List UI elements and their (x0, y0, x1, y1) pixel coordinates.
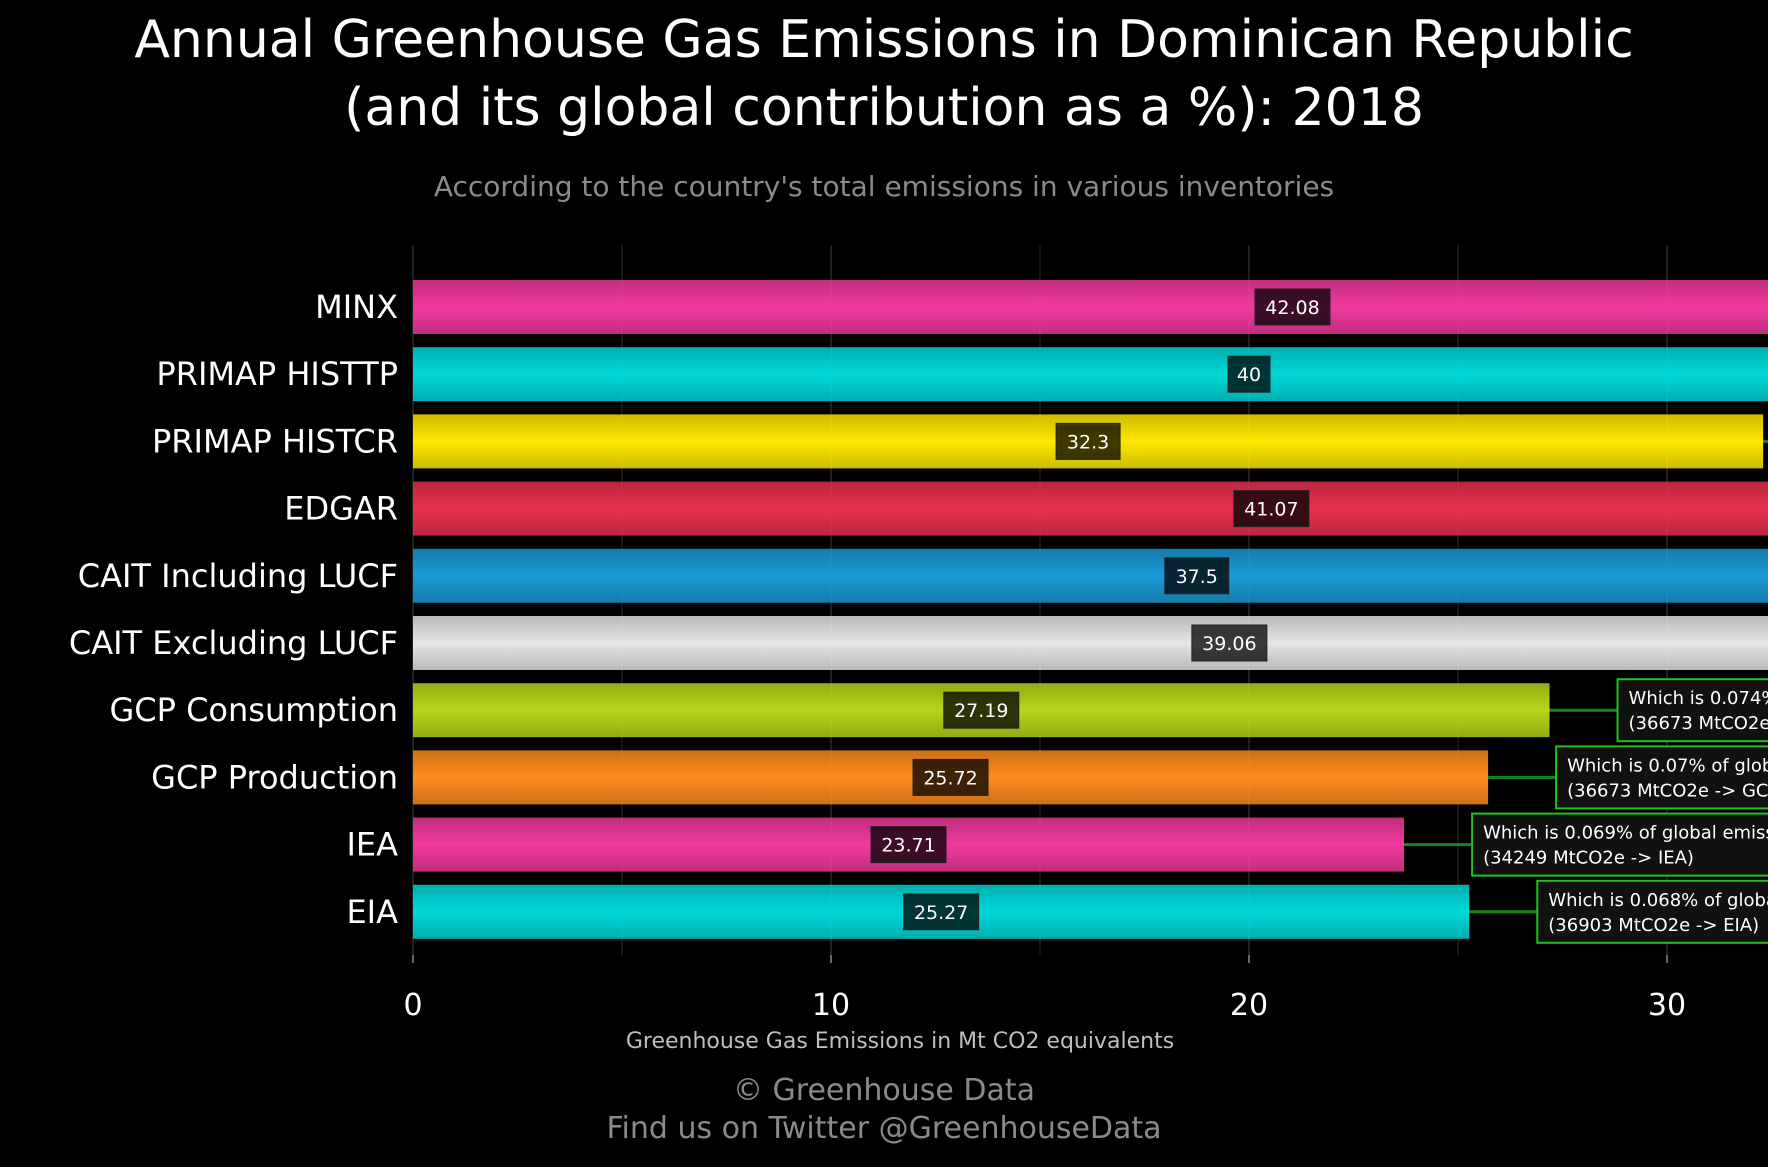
annotation-line2: (36673 MtCO2e -> GCP Production) (1567, 780, 1768, 801)
bar (413, 280, 1768, 334)
chart-title-line2: (and its global contribution as a %): 20… (344, 78, 1424, 138)
value-label: 32.3 (1067, 431, 1109, 453)
x-axis-label: Greenhouse Gas Emissions in Mt CO2 equiv… (626, 1029, 1174, 1054)
bar (413, 481, 1768, 536)
annotation-line2: (36903 MtCO2e -> EIA) (1548, 915, 1759, 936)
value-label-box (1055, 422, 1121, 460)
x-tick-label: 0 (403, 988, 422, 1023)
annotation-line1: Which is 0.069% of global emissions (1483, 823, 1768, 844)
category-label: GCP Consumption (109, 691, 398, 729)
value-label: 37.5 (1176, 566, 1218, 588)
footer-copyright: © Greenhouse Data (732, 1073, 1036, 1108)
value-label: 40 (1237, 364, 1261, 386)
footer-twitter: Find us on Twitter @GreenhouseData (606, 1111, 1162, 1146)
value-label-box (1233, 490, 1310, 528)
value-label: 25.72 (923, 767, 977, 789)
value-label: 39.06 (1202, 633, 1256, 655)
category-label: IEA (346, 826, 398, 864)
category-label: CAIT Excluding LUCF (69, 624, 398, 662)
category-label: PRIMAP HISTTP (156, 355, 398, 393)
chart-subtitle: According to the country's total emissio… (433, 170, 1335, 203)
annotation-line1: Which is 0.07% of global emissions (1567, 755, 1768, 776)
footer: © Greenhouse Data Find us on Twitter @Gr… (0, 1072, 1768, 1148)
annotation-line1: Which is 0.068% of global emissions (1548, 890, 1768, 911)
bar (413, 548, 1768, 603)
chart-title-line1: Annual Greenhouse Gas Emissions in Domin… (134, 10, 1634, 70)
value-label: 25.27 (914, 902, 968, 924)
category-label: GCP Production (151, 758, 398, 796)
value-label-box (912, 758, 989, 796)
annotation-line2: (36673 MtCO2e -> GCP Consumption) (1629, 713, 1768, 734)
value-label-box (1164, 557, 1230, 595)
annotation-box (1471, 812, 1768, 877)
annotation-line2: (34249 MtCO2e -> IEA) (1483, 848, 1694, 869)
value-label: 23.71 (881, 835, 935, 857)
value-label-box (1191, 624, 1268, 662)
x-tick-label: 30 (1648, 988, 1686, 1023)
annotation-box (1555, 745, 1768, 810)
annotation-box (1536, 879, 1768, 944)
value-label-box (1254, 288, 1331, 326)
value-label: 41.07 (1244, 499, 1298, 521)
annotation-box (1616, 678, 1768, 743)
value-label-box (1227, 355, 1271, 393)
category-label: EIA (346, 893, 398, 931)
x-tick-label: 10 (812, 988, 850, 1023)
annotation-line1: Which is 0.074% of global emissions (1629, 688, 1768, 709)
category-label: MINX (315, 288, 398, 326)
value-label-box (870, 826, 947, 864)
category-label: CAIT Including LUCF (78, 557, 398, 595)
category-label: EDGAR (284, 490, 398, 528)
category-label: PRIMAP HISTCR (152, 422, 398, 460)
value-label: 42.08 (1265, 297, 1319, 319)
bar-chart: 0 10 20 30 40 Greenhouse Gas Emissions in Mt … (69, 245, 1768, 1054)
value-label-box (903, 893, 980, 931)
x-tick-label: 20 (1230, 988, 1268, 1023)
bar (413, 347, 1768, 402)
value-label: 27.19 (954, 700, 1008, 722)
value-label-box (943, 691, 1020, 729)
bar (413, 616, 1768, 670)
chart-title: Annual Greenhouse Gas Emissions in Domin… (0, 6, 1768, 142)
